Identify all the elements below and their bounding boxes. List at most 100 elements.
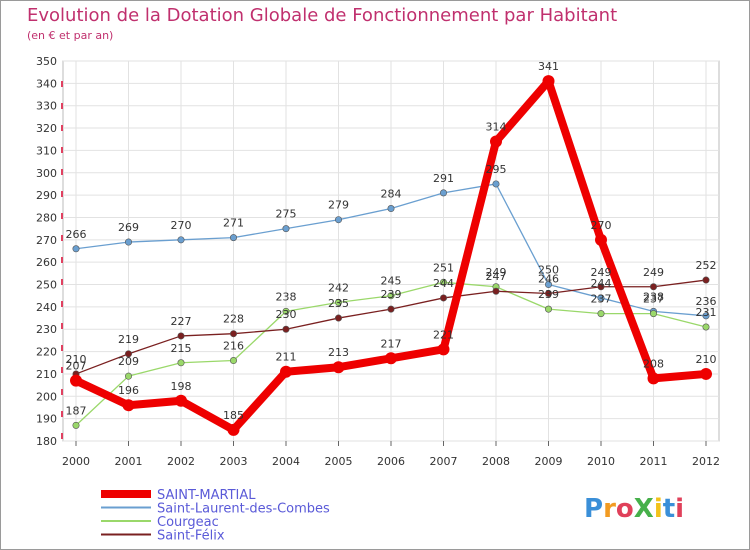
- legend-label: SAINT-MARTIAL: [157, 488, 256, 503]
- data-point: [387, 305, 395, 313]
- data-point: [230, 234, 238, 242]
- data-label: 210: [66, 353, 87, 366]
- data-point: [282, 225, 290, 233]
- data-label: 249: [486, 266, 507, 279]
- data-point: [544, 305, 552, 313]
- data-label: 210: [696, 353, 717, 366]
- data-label: 284: [381, 188, 402, 201]
- data-label: 221: [433, 328, 454, 341]
- data-point: [125, 372, 133, 380]
- legend-label: Courgeac: [157, 515, 219, 530]
- logo-letter: t: [663, 494, 675, 524]
- data-point: [282, 325, 290, 333]
- data-label: 237: [591, 293, 612, 306]
- x-tick-label: 2002: [167, 455, 195, 468]
- logo-letter: P: [584, 494, 603, 524]
- data-label: 185: [223, 409, 244, 422]
- x-tick-label: 2008: [482, 455, 510, 468]
- data-label: 244: [591, 277, 612, 290]
- data-point: [177, 359, 185, 367]
- data-point: [544, 281, 552, 289]
- data-label: 252: [696, 259, 717, 272]
- data-point: [649, 310, 657, 318]
- data-point: [177, 236, 185, 244]
- y-tick-label: 200: [36, 390, 57, 403]
- data-label: 187: [66, 404, 87, 417]
- data-point: [490, 135, 502, 148]
- legend-label: Saint-Félix: [157, 529, 225, 544]
- x-tick-label: 2007: [430, 455, 458, 468]
- x-tick-label: 2000: [62, 455, 90, 468]
- data-point: [387, 292, 395, 300]
- data-label: 236: [696, 295, 717, 308]
- data-label: 227: [171, 315, 192, 328]
- data-label: 249: [591, 266, 612, 279]
- data-point: [334, 216, 342, 224]
- data-label: 246: [538, 272, 559, 285]
- data-label: 207: [66, 360, 87, 373]
- chart-subtitle: (en € et par an): [27, 29, 114, 42]
- data-label: 245: [381, 275, 402, 288]
- y-tick-label: 280: [36, 211, 57, 224]
- data-point: [387, 205, 395, 213]
- x-tick-label: 2009: [535, 455, 563, 468]
- data-point: [70, 374, 82, 387]
- y-tick-label: 310: [36, 144, 57, 157]
- x-tick-label: 2010: [587, 455, 615, 468]
- x-tick-label: 2012: [692, 455, 720, 468]
- data-point: [227, 423, 240, 436]
- data-point: [72, 421, 80, 429]
- proxiti-logo: ProXiti: [584, 494, 684, 524]
- data-point: [439, 294, 447, 302]
- data-point: [280, 365, 292, 378]
- data-point: [439, 189, 447, 197]
- data-label: 231: [696, 306, 717, 319]
- data-label: 291: [433, 172, 454, 185]
- data-label: 238: [276, 290, 297, 303]
- data-point: [282, 307, 290, 315]
- y-tick-label: 190: [36, 413, 57, 426]
- data-point: [122, 399, 135, 412]
- data-label: 230: [276, 308, 297, 321]
- logo-letter: X: [634, 494, 654, 524]
- data-label: 217: [381, 337, 402, 350]
- data-label: 239: [381, 288, 402, 301]
- y-tick-label: 180: [36, 435, 57, 448]
- y-tick-label: 220: [36, 346, 57, 359]
- x-tick-label: 2011: [640, 455, 668, 468]
- data-point: [125, 238, 133, 246]
- data-point: [544, 289, 552, 297]
- data-label: 314: [486, 120, 507, 133]
- data-label: 250: [538, 264, 559, 277]
- data-label: 251: [433, 261, 454, 274]
- y-tick-label: 330: [36, 100, 57, 113]
- data-point: [332, 361, 345, 374]
- data-point: [385, 352, 397, 365]
- data-point: [492, 287, 500, 295]
- data-label: 295: [486, 163, 507, 176]
- data-label: 219: [118, 333, 139, 346]
- y-tick-label: 210: [36, 368, 57, 381]
- data-point: [595, 233, 607, 246]
- data-label: 211: [276, 351, 297, 364]
- data-point: [702, 312, 710, 320]
- data-label: 196: [118, 384, 139, 397]
- data-label: 209: [118, 355, 139, 368]
- data-label: 237: [643, 293, 664, 306]
- data-label: 216: [223, 340, 244, 353]
- chart-title: Evolution de la Dotation Globale de Fonc…: [27, 5, 618, 26]
- data-point: [647, 372, 660, 385]
- data-point: [700, 367, 712, 380]
- data-label: 215: [171, 342, 192, 355]
- data-label: 271: [223, 217, 244, 230]
- data-label: 213: [328, 346, 349, 359]
- data-point: [125, 350, 133, 358]
- y-tick-label: 340: [36, 77, 57, 90]
- data-label: 279: [328, 199, 349, 212]
- data-point: [437, 343, 450, 356]
- data-point: [334, 298, 342, 306]
- data-point: [439, 278, 447, 286]
- x-tick-label: 2006: [377, 455, 405, 468]
- x-tick-label: 2005: [325, 455, 353, 468]
- logo-letter: i: [675, 494, 684, 524]
